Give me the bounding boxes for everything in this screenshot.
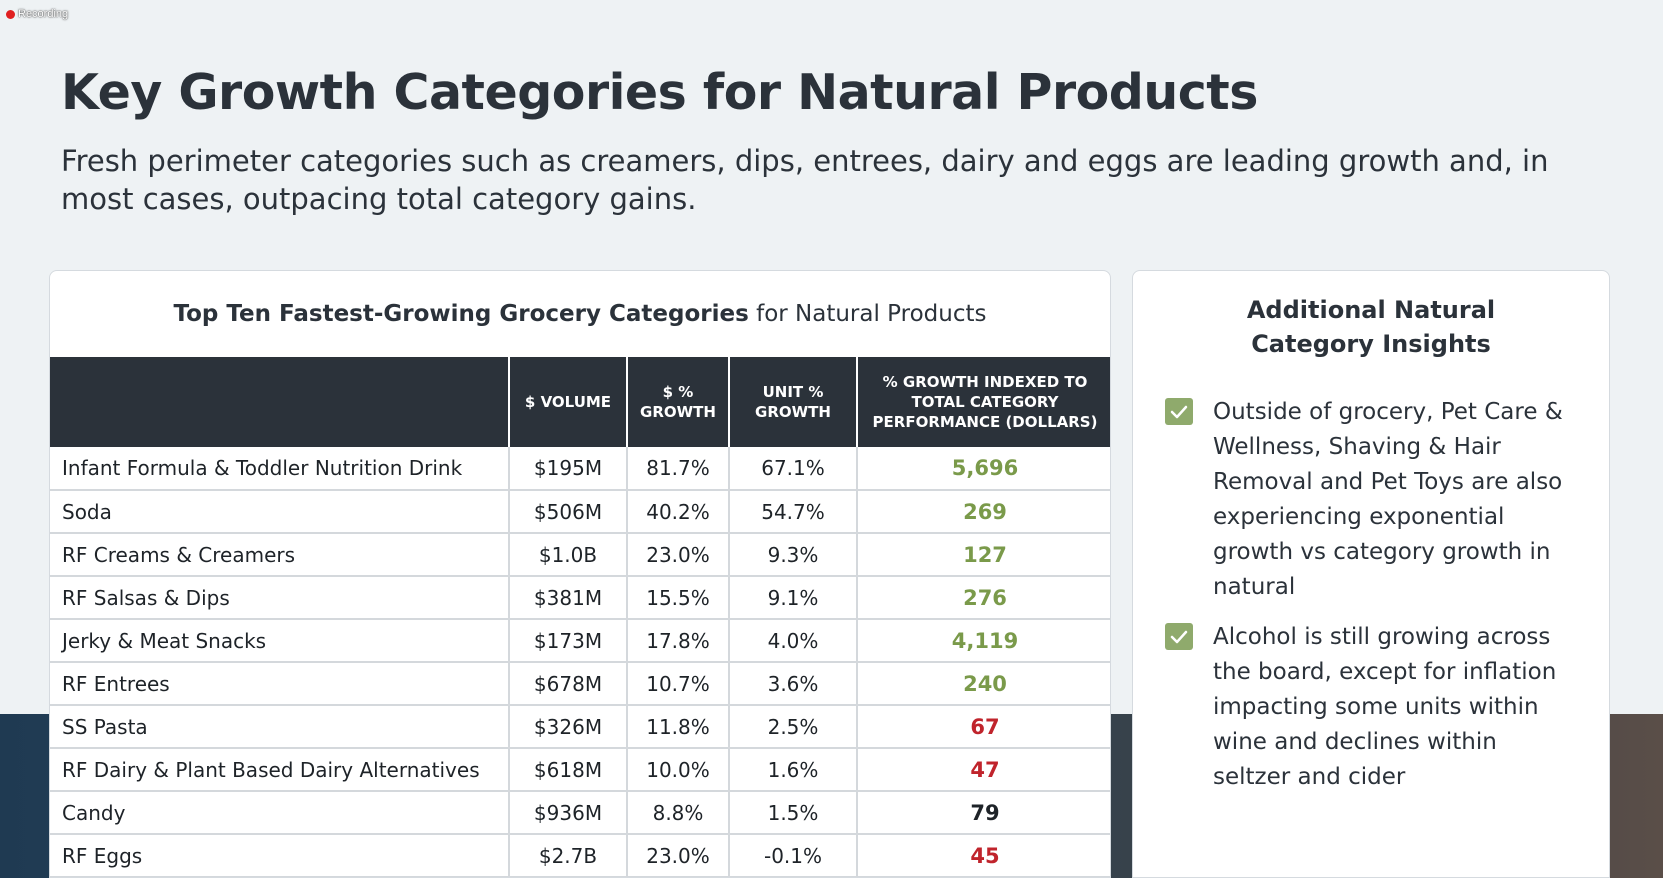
cell-category: SS Pasta <box>50 705 510 749</box>
cell-dollar-growth: 23.0% <box>627 834 730 877</box>
insights-title-line2: Category Insights <box>1251 330 1491 358</box>
cell-index: 276 <box>857 576 1110 620</box>
cell-category: RF Dairy & Plant Based Dairy Alternative… <box>50 748 510 792</box>
insights-title-line1: Additional Natural <box>1246 296 1496 324</box>
cell-index: 45 <box>857 834 1110 877</box>
cell-category: RF Salsas & Dips <box>50 576 510 620</box>
table-row: RF Entrees $678M 10.7% 3.6% 240 <box>50 662 1110 706</box>
cell-category: Soda <box>50 490 510 534</box>
cell-volume: $195M <box>509 447 628 491</box>
table-body: Infant Formula & Toddler Nutrition Drink… <box>50 447 1110 877</box>
insights-title: Additional Natural Category Insights <box>1133 293 1609 361</box>
cell-unit-growth: 3.6% <box>729 662 858 706</box>
insight-text: Alcohol is still growing across the boar… <box>1213 624 1557 790</box>
table-row: Jerky & Meat Snacks $173M 17.8% 4.0% 4,119 <box>50 619 1110 663</box>
checkbox-checked-icon <box>1165 623 1193 650</box>
cell-unit-growth: 2.5% <box>729 705 858 749</box>
table-row: RF Dairy & Plant Based Dairy Alternative… <box>50 748 1110 792</box>
cell-dollar-growth: 8.8% <box>627 791 730 835</box>
cell-volume: $326M <box>509 705 628 749</box>
cell-unit-growth: 9.1% <box>729 576 858 620</box>
cell-category: Candy <box>50 791 510 835</box>
table-title-rest: for Natural Products <box>756 301 987 327</box>
table-row: RF Salsas & Dips $381M 15.5% 9.1% 276 <box>50 576 1110 620</box>
insight-text: Outside of grocery, Pet Care & Wellness,… <box>1213 399 1563 600</box>
cell-volume: $2.7B <box>509 834 628 877</box>
cell-volume: $381M <box>509 576 628 620</box>
cell-unit-growth: -0.1% <box>729 834 858 877</box>
cell-dollar-growth: 15.5% <box>627 576 730 620</box>
insights-card: Additional Natural Category Insights Out… <box>1132 270 1610 878</box>
table-row: Soda $506M 40.2% 54.7% 269 <box>50 490 1110 534</box>
table-title-bold: Top Ten Fastest-Growing Grocery Categori… <box>173 301 749 327</box>
cell-index: 67 <box>857 705 1110 749</box>
header-category <box>50 357 510 447</box>
page-title-rest: for Natural Products <box>686 64 1259 121</box>
header-volume: $ VOLUME <box>509 357 628 447</box>
cell-volume: $678M <box>509 662 628 706</box>
header-dollar-growth: $ % GROWTH <box>627 357 730 447</box>
page-subtitle: Fresh perimeter categories such as cream… <box>61 144 1549 216</box>
cell-category: RF Creams & Creamers <box>50 533 510 577</box>
cell-volume: $1.0B <box>509 533 628 577</box>
cell-index: 127 <box>857 533 1110 577</box>
cell-unit-growth: 67.1% <box>729 447 858 491</box>
table-title: Top Ten Fastest-Growing Grocery Categori… <box>50 271 1110 357</box>
cell-volume: $618M <box>509 748 628 792</box>
table-header-row: $ VOLUME $ % GROWTH UNIT % GROWTH % GROW… <box>50 357 1110 447</box>
cell-index: 240 <box>857 662 1110 706</box>
cell-category: RF Eggs <box>50 834 510 877</box>
header-index: % GROWTH INDEXED TO TOTAL CATEGORY PERFO… <box>857 357 1110 447</box>
cell-index: 269 <box>857 490 1110 534</box>
cell-index: 47 <box>857 748 1110 792</box>
cell-unit-growth: 9.3% <box>729 533 858 577</box>
cell-index: 4,119 <box>857 619 1110 663</box>
table-row: RF Creams & Creamers $1.0B 23.0% 9.3% 127 <box>50 533 1110 577</box>
page-title-bold: Key Growth Categories <box>61 64 687 121</box>
cell-dollar-growth: 23.0% <box>627 533 730 577</box>
cell-unit-growth: 1.6% <box>729 748 858 792</box>
cell-dollar-growth: 40.2% <box>627 490 730 534</box>
growth-table-card: Top Ten Fastest-Growing Grocery Categori… <box>49 270 1111 878</box>
cell-volume: $936M <box>509 791 628 835</box>
cell-dollar-growth: 10.0% <box>627 748 730 792</box>
page-title: Key Growth Categories for Natural Produc… <box>61 64 1258 121</box>
cell-unit-growth: 1.5% <box>729 791 858 835</box>
cell-category: Infant Formula & Toddler Nutrition Drink <box>50 447 510 491</box>
cell-index: 5,696 <box>857 447 1110 491</box>
cell-dollar-growth: 11.8% <box>627 705 730 749</box>
recording-dot-icon <box>6 9 15 19</box>
cell-unit-growth: 4.0% <box>729 619 858 663</box>
table-row: RF Eggs $2.7B 23.0% -0.1% 45 <box>50 834 1110 877</box>
table-row: SS Pasta $326M 11.8% 2.5% 67 <box>50 705 1110 749</box>
insight-item: Alcohol is still growing across the boar… <box>1165 620 1573 795</box>
cell-category: Jerky & Meat Snacks <box>50 619 510 663</box>
growth-table: $ VOLUME $ % GROWTH UNIT % GROWTH % GROW… <box>50 357 1110 877</box>
checkbox-checked-icon <box>1165 398 1193 425</box>
table-row: Infant Formula & Toddler Nutrition Drink… <box>50 447 1110 491</box>
cell-category: RF Entrees <box>50 662 510 706</box>
cell-dollar-growth: 17.8% <box>627 619 730 663</box>
table-row: Candy $936M 8.8% 1.5% 79 <box>50 791 1110 835</box>
cell-dollar-growth: 10.7% <box>627 662 730 706</box>
cell-volume: $506M <box>509 490 628 534</box>
cell-unit-growth: 54.7% <box>729 490 858 534</box>
cell-index: 79 <box>857 791 1110 835</box>
cell-dollar-growth: 81.7% <box>627 447 730 491</box>
cell-volume: $173M <box>509 619 628 663</box>
recording-label: Recording <box>18 8 69 20</box>
insight-item: Outside of grocery, Pet Care & Wellness,… <box>1165 395 1573 605</box>
header-unit-growth: UNIT % GROWTH <box>729 357 858 447</box>
recording-indicator: Recording <box>6 8 68 20</box>
